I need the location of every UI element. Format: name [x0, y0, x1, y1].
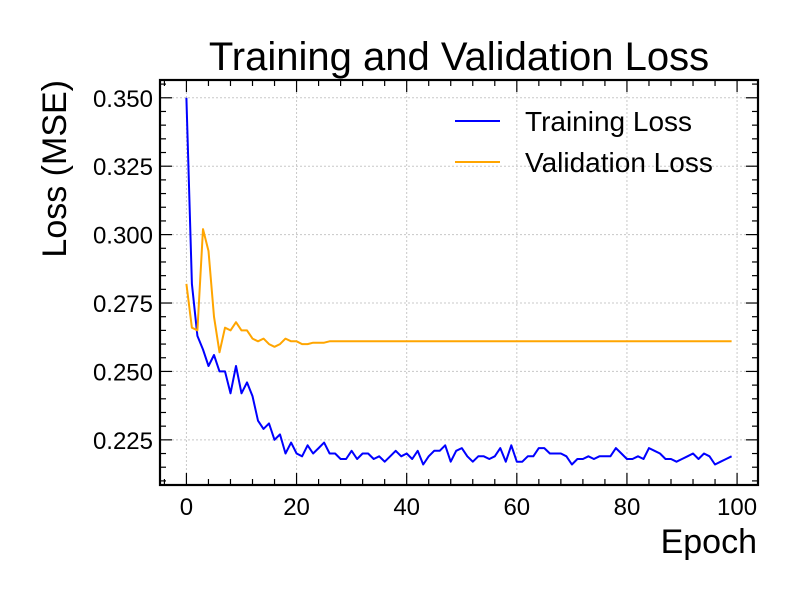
- y-axis-label: Loss (MSE): [36, 80, 74, 258]
- legend-label-validation: Validation Loss: [525, 147, 713, 178]
- x-tick-label: 0: [180, 494, 193, 521]
- validation-loss-line: [185, 228, 732, 354]
- y-tick-label: 0.350: [93, 86, 153, 113]
- legend-label-training: Training Loss: [525, 106, 692, 137]
- training-loss-line: [185, 97, 733, 466]
- x-tick-label: 100: [717, 494, 757, 521]
- x-tick-label: 60: [503, 494, 530, 521]
- y-tick-label: 0.250: [93, 359, 153, 386]
- x-tick-label: 80: [614, 494, 641, 521]
- chart-title: Training and Validation Loss: [209, 35, 709, 79]
- grid: [160, 80, 758, 485]
- legend: Training Loss Validation Loss: [455, 106, 713, 178]
- tick-labels: 0 20 40 60 80 100 0.225 0.250 0.275 0.300 0.325 0.3…: [93, 86, 757, 521]
- x-tick-label: 20: [283, 494, 310, 521]
- series-lines: [185, 97, 733, 466]
- y-tick-label: 0.275: [93, 291, 153, 318]
- y-tick-label: 0.300: [93, 223, 153, 250]
- axis-ticks: [160, 80, 758, 485]
- plot-frame: [158, 78, 760, 487]
- y-tick-label: 0.325: [93, 154, 153, 181]
- x-tick-label: 40: [393, 494, 420, 521]
- y-tick-label: 0.225: [93, 428, 153, 455]
- x-axis-label: Epoch: [661, 523, 757, 561]
